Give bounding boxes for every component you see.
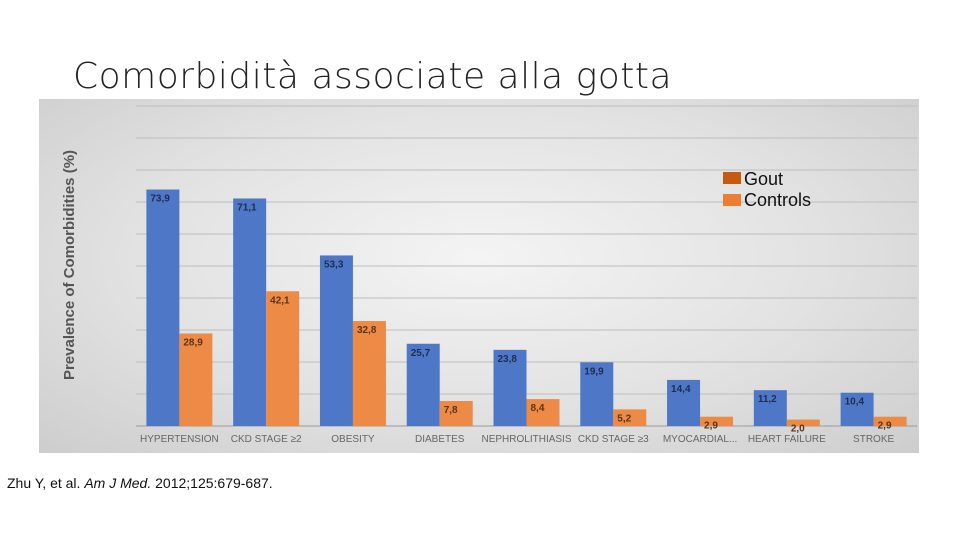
x-tick-label: DIABETES <box>415 434 465 445</box>
bar-controls <box>873 416 907 426</box>
legend-label-gout: Gout <box>744 169 783 189</box>
x-tick-label: NEPHROLITHIASIS <box>481 434 571 445</box>
bar-controls <box>352 321 386 426</box>
data-label: 23,8 <box>498 354 518 365</box>
bar-controls <box>179 333 213 426</box>
x-tick-labels: HYPERTENSION CKD STAGE ≥2 OBESITY DIABETES N… <box>140 434 894 445</box>
data-label: 14,4 <box>671 384 691 395</box>
legend-label-controls: Controls <box>744 190 811 210</box>
legend: Gout Controls <box>723 169 811 210</box>
data-label: 71,1 <box>237 202 257 213</box>
data-label: 73,9 <box>150 194 170 205</box>
bar-gout <box>840 392 874 426</box>
data-label: 25,7 <box>411 348 431 359</box>
data-label: 11,2 <box>758 394 777 405</box>
data-label: 7,8 <box>444 405 458 416</box>
bar-gout <box>319 255 353 426</box>
data-label: 19,9 <box>584 366 604 377</box>
data-label: 10,4 <box>845 397 865 408</box>
citation: Zhu Y, et al. Am J Med. 2012;125:679-687… <box>7 475 273 491</box>
legend-swatch-gout <box>723 172 741 184</box>
legend-swatch-controls <box>723 194 741 206</box>
bar-chart: 73,9 28,9 71,1 42,1 53,3 32,8 25,7 7,8 23,8 8,4 19… <box>61 105 917 445</box>
x-tick-label: STROKE <box>853 434 894 445</box>
citation-details: 2012;125:679-687. <box>155 475 273 491</box>
data-label: 2,0 <box>791 424 805 435</box>
bar-controls <box>526 399 560 426</box>
data-label: 28,9 <box>183 338 203 349</box>
bar-gout <box>146 189 180 426</box>
bar-gout <box>493 349 527 426</box>
bar-controls <box>786 419 820 426</box>
x-tick-label: MYOCARDIAL... <box>663 434 737 445</box>
bar-gout <box>580 362 614 426</box>
bar-controls <box>700 416 734 426</box>
data-label: 5,2 <box>617 413 631 424</box>
bars <box>146 189 907 426</box>
x-tick-label: HYPERTENSION <box>140 434 219 445</box>
x-tick-label: CKD STAGE ≥3 <box>578 434 649 445</box>
bar-gout <box>667 379 701 426</box>
citation-authors: Zhu Y, et al. <box>7 475 81 491</box>
chart-panel: 73,9 28,9 71,1 42,1 53,3 32,8 25,7 7,8 23,8 8,4 19… <box>39 99 919 453</box>
slide-title: Comorbidità associate alla gotta <box>73 56 673 97</box>
x-tick-label: HEART FAILURE <box>748 434 826 445</box>
data-label: 32,8 <box>357 325 377 336</box>
data-label: 8,4 <box>531 403 545 414</box>
x-tick-label: OBESITY <box>331 434 375 445</box>
data-labels: 73,9 28,9 71,1 42,1 53,3 32,8 25,7 7,8 23,8 8,4 19… <box>150 194 892 435</box>
citation-journal: Am J Med. <box>84 475 152 491</box>
bar-controls <box>613 409 647 426</box>
bar-gout <box>233 198 267 426</box>
y-axis-title: Prevalence of Comorbidities (%) <box>61 150 78 380</box>
data-label: 42,1 <box>270 295 290 306</box>
data-label: 2,9 <box>878 421 892 432</box>
bar-gout <box>753 390 787 426</box>
bar-gout <box>406 343 440 426</box>
data-label: 2,9 <box>704 421 718 432</box>
data-label: 53,3 <box>324 259 344 270</box>
x-tick-label: CKD STAGE ≥2 <box>231 434 302 445</box>
bar-controls <box>266 291 300 426</box>
bar-controls <box>439 401 473 426</box>
